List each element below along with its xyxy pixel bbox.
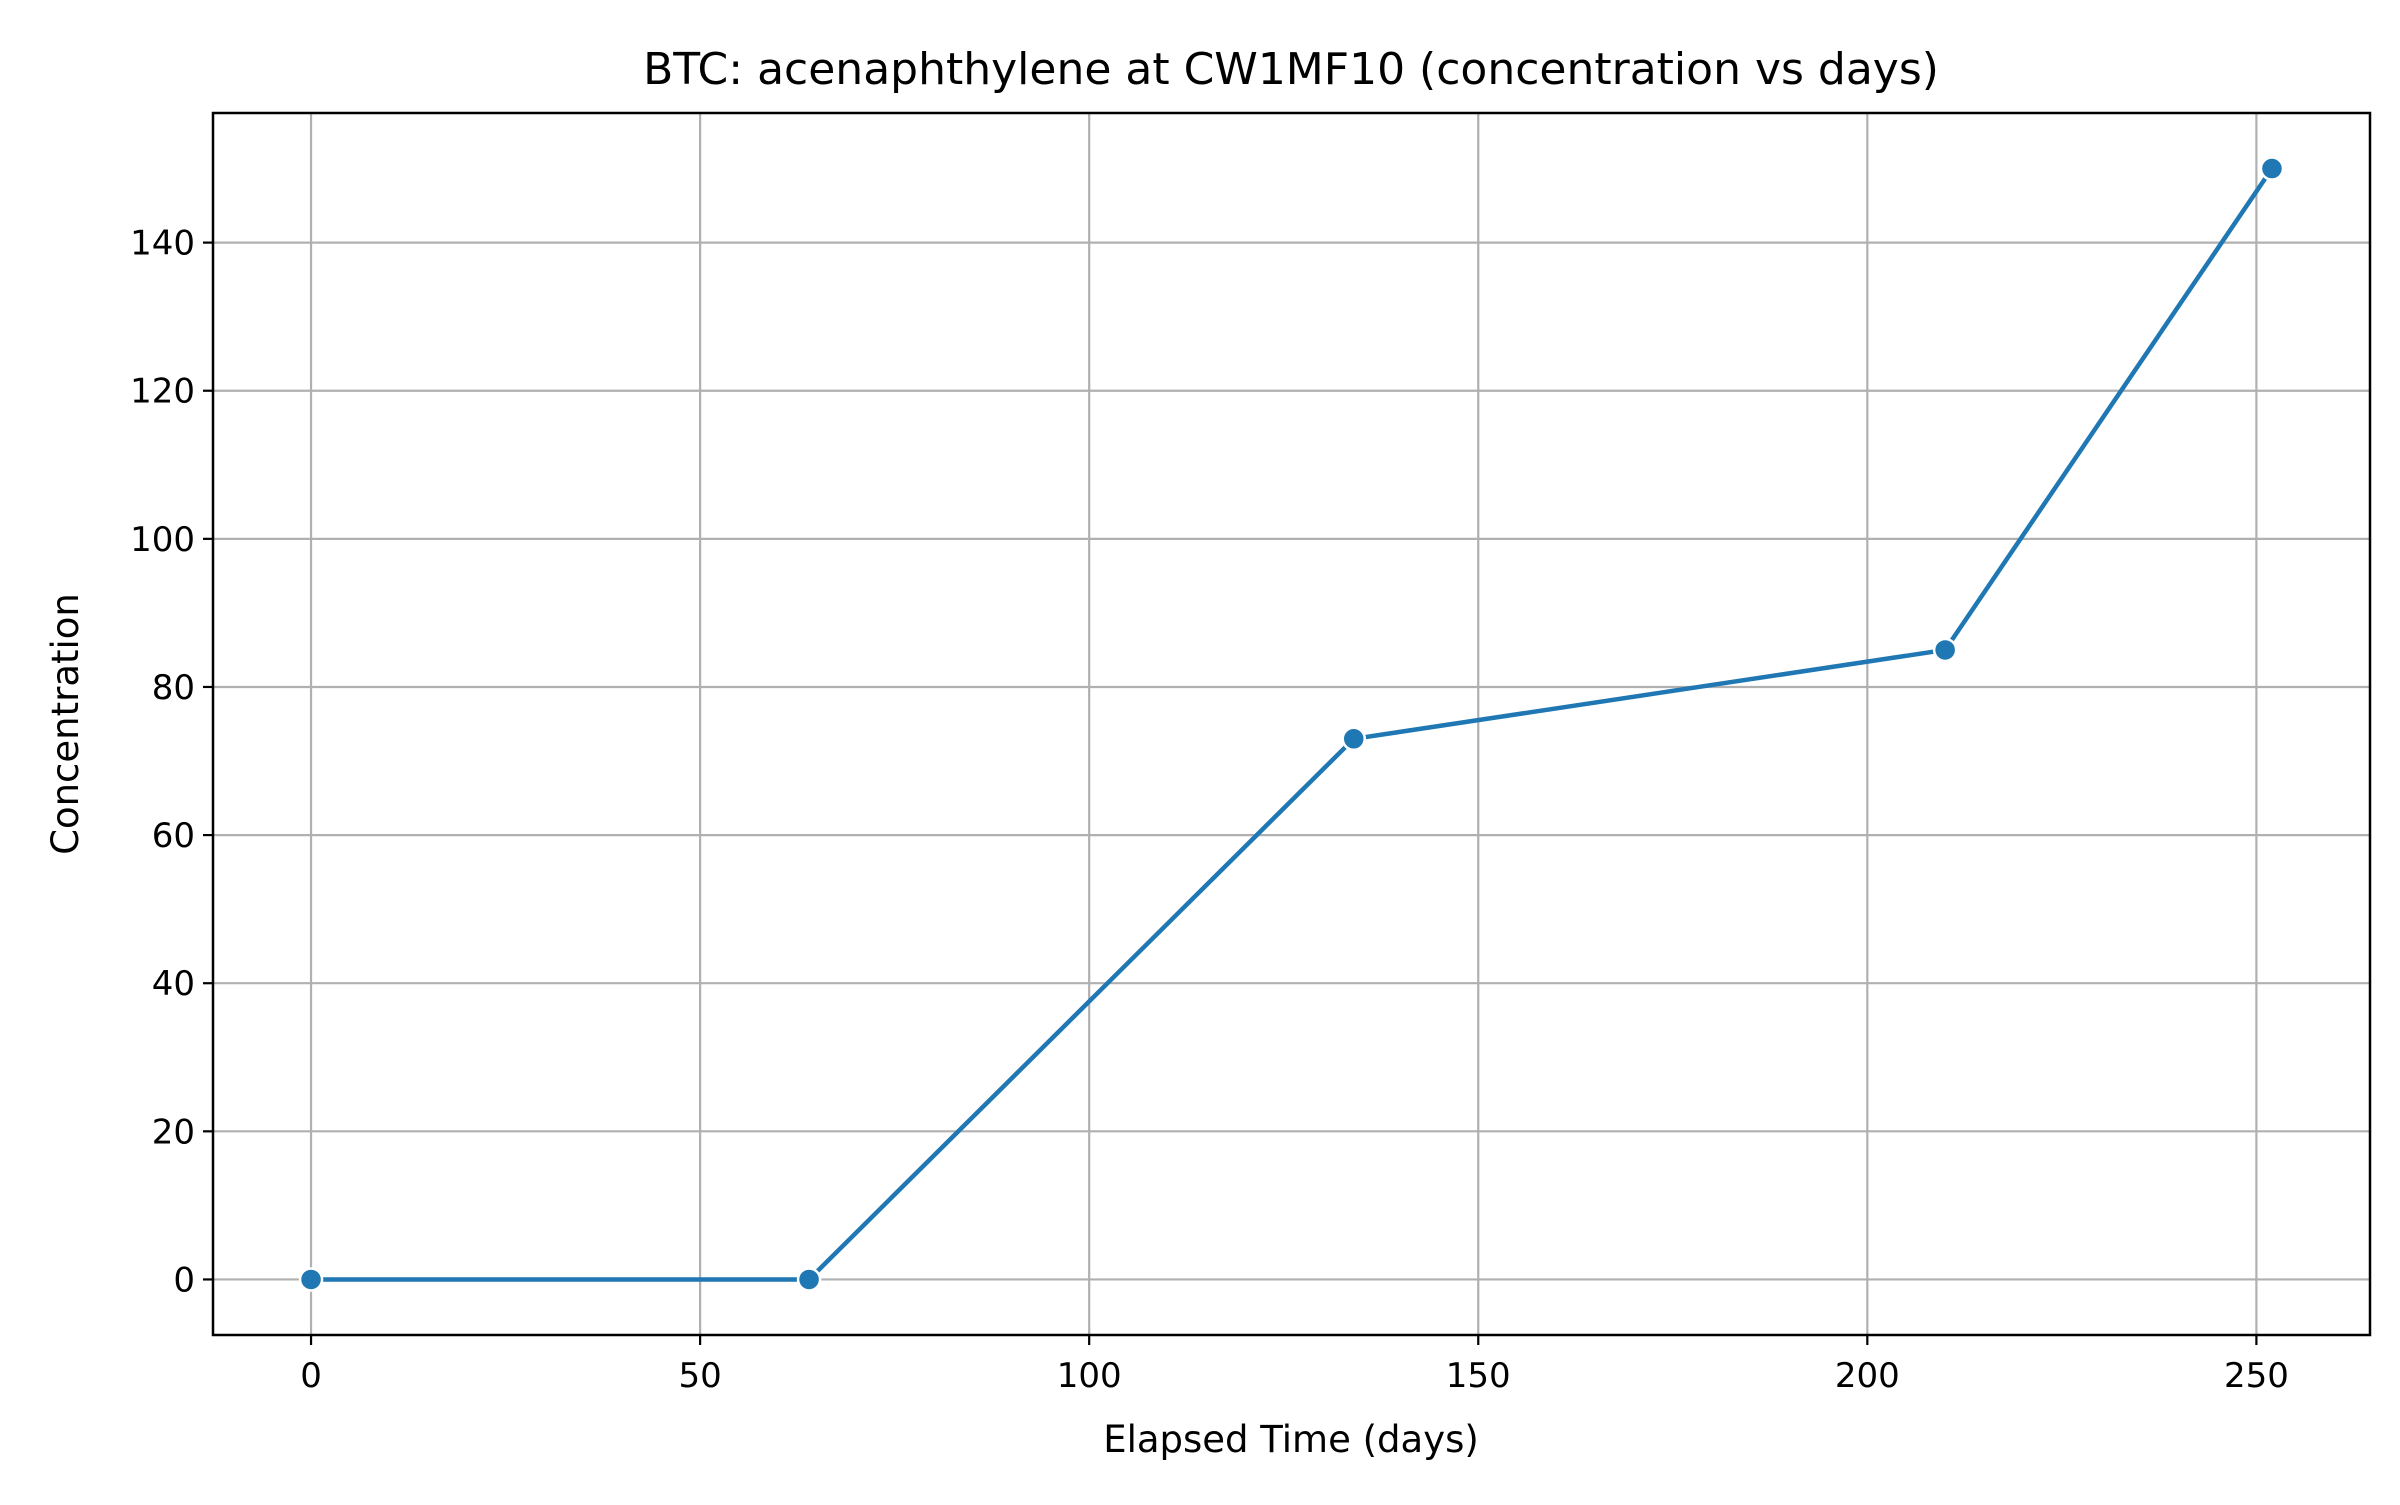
- data-point: [2259, 156, 2285, 181]
- x-tick-label: 200: [1835, 1356, 1900, 1396]
- y-tick-label: 40: [152, 964, 195, 1004]
- y-tick-label: 20: [152, 1112, 195, 1152]
- chart-title: BTC: acenaphthylene at CW1MF10 (concentr…: [643, 44, 1939, 95]
- y-tick-label: 120: [130, 372, 195, 412]
- data-point: [1341, 726, 1367, 752]
- series-group: [298, 156, 2285, 1292]
- y-tick-label: 100: [130, 520, 195, 560]
- x-tick-label: 50: [678, 1356, 721, 1396]
- y-tick-label: 0: [173, 1260, 195, 1300]
- x-tick-label: 250: [2224, 1356, 2289, 1396]
- y-axis-ticks: 0 20 40 60 80 100 120 140: [130, 224, 213, 1300]
- y-tick-label: 60: [152, 816, 195, 856]
- plot-frame: [211, 111, 2372, 1337]
- data-point: [796, 1267, 822, 1292]
- y-axis-label: Concentration: [44, 593, 87, 855]
- x-axis-ticks: 0 50 100 150 200 250: [300, 1335, 2289, 1396]
- x-tick-label: 100: [1057, 1356, 1122, 1396]
- y-tick-label: 80: [152, 668, 195, 708]
- data-point: [1932, 637, 1958, 663]
- data-point: [298, 1267, 324, 1292]
- gridlines: [213, 113, 2370, 1335]
- x-axis-label: Elapsed Time (days): [1103, 1418, 1479, 1461]
- y-tick-label: 140: [130, 224, 195, 264]
- x-tick-label: 150: [1446, 1356, 1511, 1396]
- x-tick-label: 0: [300, 1356, 322, 1396]
